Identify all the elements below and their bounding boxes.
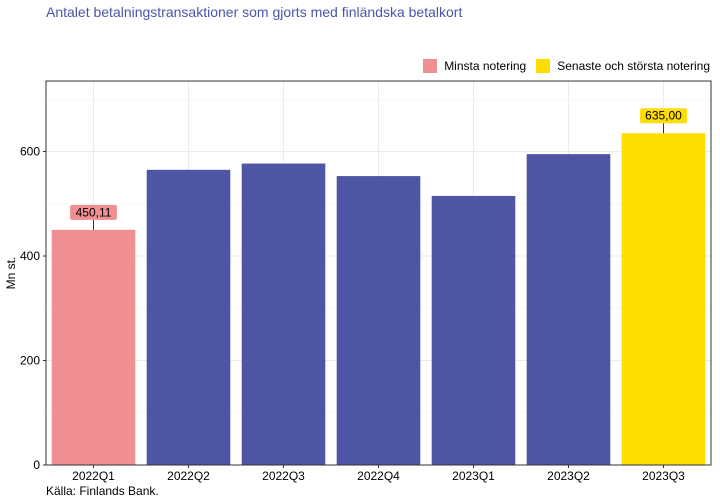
bar-2023Q1 bbox=[431, 195, 516, 465]
y-tick-label: 400 bbox=[20, 249, 40, 263]
y-tick-label: 0 bbox=[33, 458, 40, 472]
bar-2023Q2 bbox=[526, 154, 611, 465]
legend-swatch-latest bbox=[536, 59, 551, 73]
bar-2022Q1 bbox=[51, 229, 136, 465]
x-tick-label: 2022Q3 bbox=[262, 469, 305, 483]
legend-label-latest: Senaste och största notering bbox=[557, 59, 710, 73]
data-label-box bbox=[70, 204, 117, 220]
legend-item-min: Minsta notering bbox=[423, 59, 526, 73]
x-tick-label: 2023Q2 bbox=[547, 469, 590, 483]
y-tick-label: 600 bbox=[20, 145, 40, 159]
bar-2022Q3 bbox=[241, 163, 326, 465]
data-label: 450,11 bbox=[76, 205, 112, 219]
legend: Minsta notering Senaste och största note… bbox=[413, 59, 710, 73]
bar-2022Q2 bbox=[146, 169, 231, 465]
y-axis-title: Mn st. bbox=[4, 257, 18, 290]
x-tick-label: 2023Q3 bbox=[642, 469, 685, 483]
y-tick-label: 200 bbox=[20, 354, 40, 368]
bar-2023Q3 bbox=[621, 133, 706, 465]
source-note: Källa: Finlands Bank. bbox=[46, 484, 159, 498]
x-tick-label: 2022Q2 bbox=[167, 469, 210, 483]
legend-item-latest: Senaste och största notering bbox=[536, 59, 710, 73]
chart-title: Antalet betalningstransaktioner som gjor… bbox=[46, 4, 463, 20]
x-tick-label: 2022Q1 bbox=[72, 469, 115, 483]
legend-label-min: Minsta notering bbox=[444, 59, 527, 73]
bar-2022Q4 bbox=[336, 176, 421, 466]
x-tick-label: 2023Q1 bbox=[452, 469, 495, 483]
x-tick-label: 2022Q4 bbox=[357, 469, 400, 483]
data-label: 635,00 bbox=[645, 109, 682, 123]
data-label-box bbox=[640, 108, 687, 124]
legend-swatch-min bbox=[423, 59, 438, 73]
